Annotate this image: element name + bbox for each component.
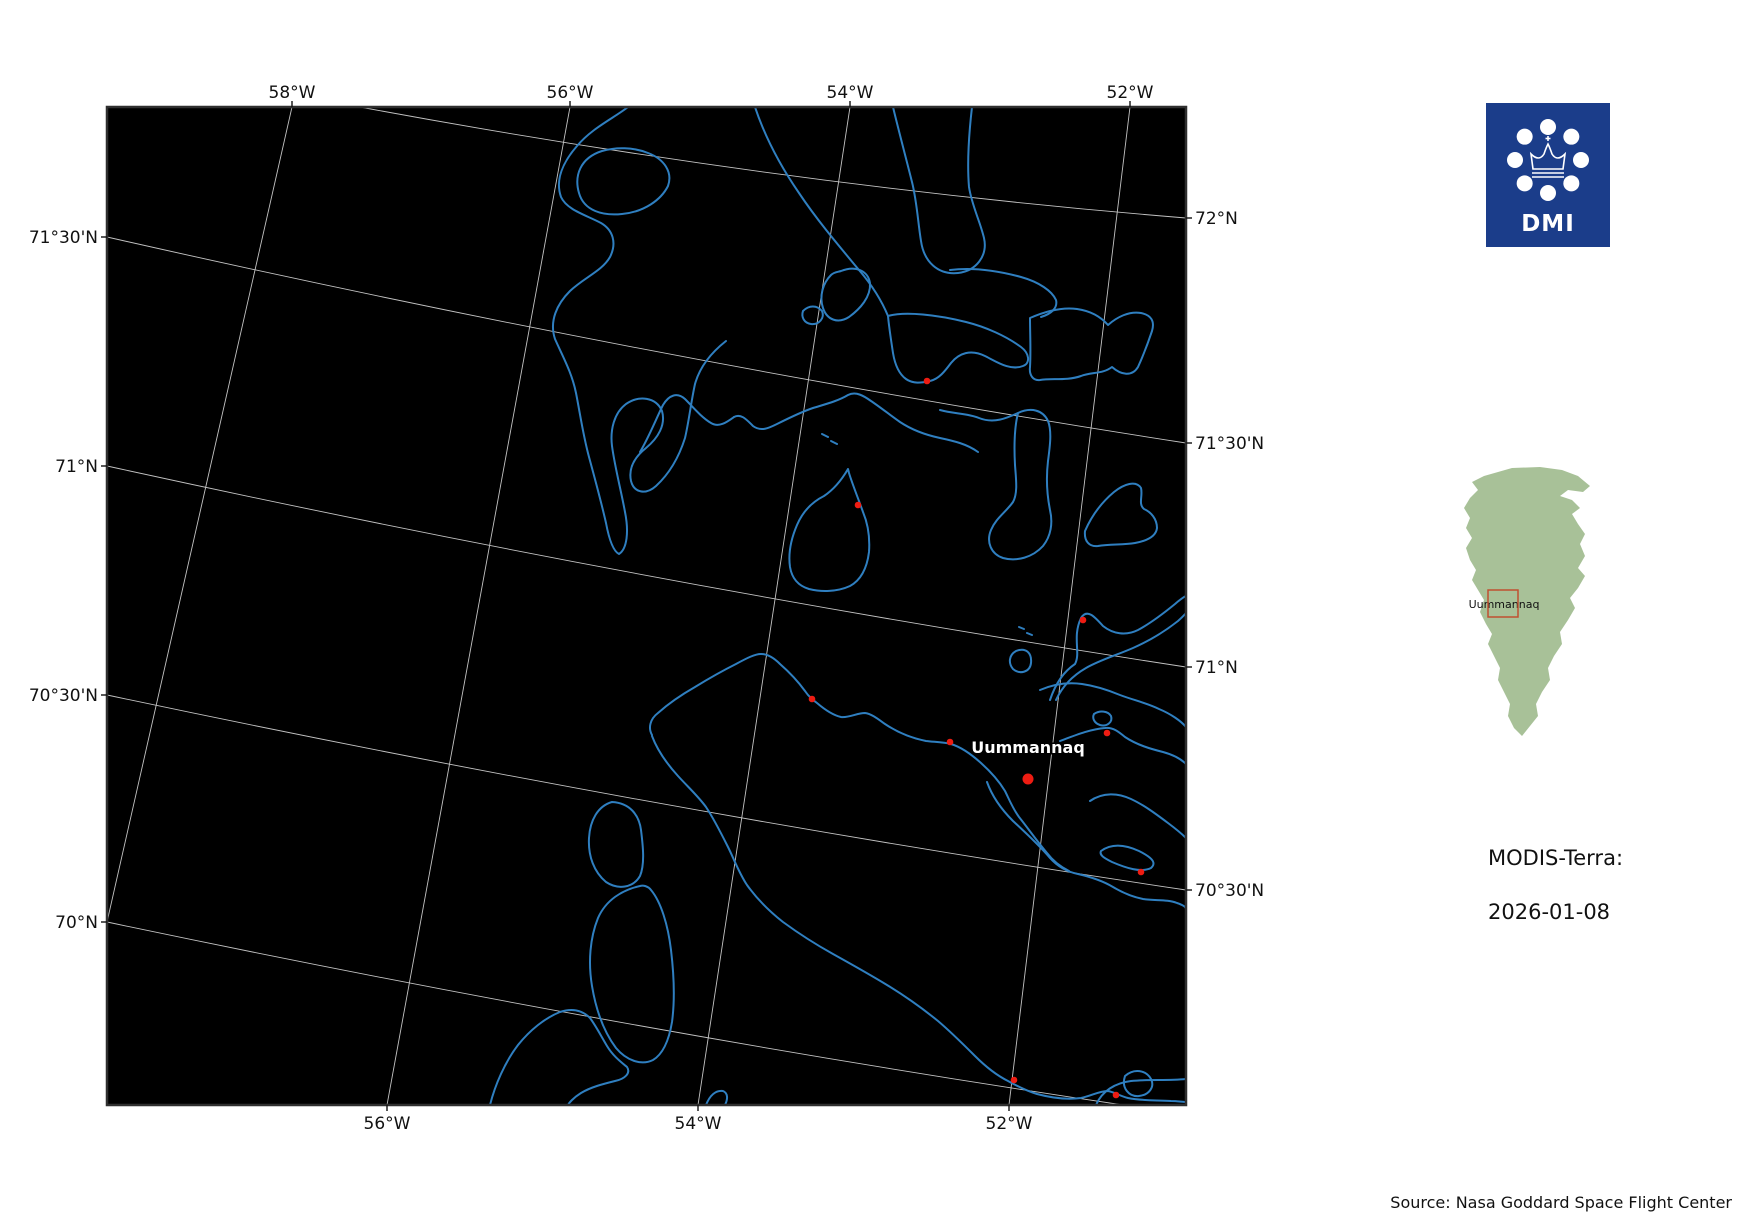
settlement-marker (946, 738, 954, 746)
axis-label-right: 70°30'N (1195, 881, 1264, 901)
settlement-marker-major (1022, 773, 1034, 785)
logo-dot (1563, 175, 1580, 192)
inset-place-label: Uummannaq (1469, 598, 1540, 611)
logo-dot (1540, 119, 1556, 135)
crown-icon (1529, 136, 1567, 178)
axis-label-left: 71°N (55, 457, 98, 477)
product-title: MODIS-Terra: (1488, 846, 1624, 870)
logo-dot (1516, 128, 1533, 145)
settlement-marker (854, 501, 862, 509)
inset-location-box (1487, 589, 1519, 618)
axis-ticks (101, 101, 1192, 1111)
dmi-logo-graphic (1507, 119, 1589, 201)
settlement-marker (923, 377, 931, 385)
axis-label-bottom: 56°W (364, 1114, 411, 1134)
axis-label-top: 58°W (269, 83, 316, 103)
coastlines (489, 107, 1186, 1105)
settlement-marker (1079, 616, 1087, 624)
logo-dot (1573, 152, 1589, 168)
graticule-grid (107, 107, 1186, 1105)
settlement-marker (1112, 1091, 1120, 1099)
source-credit: Source: Nasa Goddard Space Flight Center (1390, 1193, 1732, 1212)
settlement-marker (1103, 729, 1111, 737)
greenland-silhouette (1464, 467, 1590, 736)
settlement-marker (808, 695, 816, 703)
logo-dot (1563, 128, 1580, 145)
axis-label-top: 52°W (1107, 83, 1154, 103)
axis-label-bottom: 54°W (675, 1114, 722, 1134)
logo-dot-ring (1507, 119, 1589, 201)
logo-dot (1516, 175, 1533, 192)
axis-label-left: 70°N (55, 913, 98, 933)
settlement-marker (1010, 1076, 1018, 1084)
axis-label-top: 56°W (547, 83, 594, 103)
greenland-inset: Uummannaq (1464, 467, 1590, 736)
axis-labels: 58°W 56°W 54°W 52°W 56°W 54°W 52°W 71°30'N 71°N 7… (29, 83, 1264, 1134)
axis-label-left: 71°30'N (29, 228, 98, 248)
axis-label-bottom: 52°W (986, 1114, 1033, 1134)
map-border (105, 105, 1188, 1107)
axis-label-top: 54°W (827, 83, 874, 103)
logo-text: DMI (1521, 211, 1575, 237)
axis-label-right: 71°30'N (1195, 434, 1264, 454)
product-date: 2026-01-08 (1488, 900, 1611, 924)
settlement-markers (808, 377, 1145, 1099)
axis-label-right: 72°N (1195, 209, 1238, 229)
dmi-logo: DMI (1486, 103, 1610, 247)
axis-label-right: 71°N (1195, 658, 1238, 678)
axis-label-left: 70°30'N (29, 686, 98, 706)
place-label-uummannaq: Uummannaq (971, 738, 1085, 757)
logo-dot (1540, 185, 1556, 201)
logo-dot (1507, 152, 1523, 168)
settlement-marker (1137, 868, 1145, 876)
